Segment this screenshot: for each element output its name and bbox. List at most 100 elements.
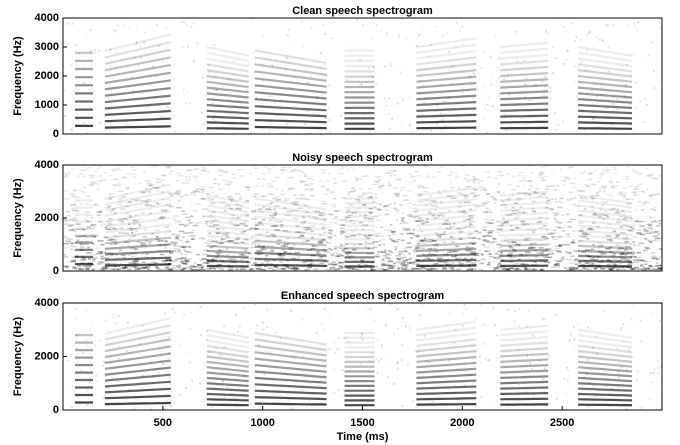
noise-speckle (472, 195, 477, 198)
noise-speckle (71, 219, 78, 222)
noise-speckle (320, 263, 324, 265)
harmonic (416, 56, 477, 66)
noise-speckle (489, 260, 494, 263)
speckle (103, 115, 106, 118)
harmonic (500, 358, 549, 363)
noise-speckle (425, 221, 429, 223)
noise-speckle (179, 195, 184, 198)
noise-speckle (545, 217, 550, 220)
noise-speckle (281, 166, 288, 169)
noise-speckle (275, 188, 278, 190)
noise-speckle (468, 215, 474, 217)
noise-speckle (387, 184, 392, 187)
noise-speckle (407, 246, 413, 249)
noise-speckle (97, 211, 102, 213)
noise-speckle (523, 263, 529, 266)
speckle (149, 407, 152, 410)
noise-speckle (397, 258, 401, 261)
noise-speckle (271, 235, 277, 237)
noise-speckle (458, 211, 464, 213)
noise-speckle (167, 268, 173, 271)
noise-speckle (592, 256, 597, 258)
noise-speckle (352, 267, 356, 269)
noise-speckle (223, 183, 230, 185)
noise-speckle (350, 234, 357, 237)
speckle (69, 128, 72, 131)
noise-speckle (396, 257, 402, 260)
noise-speckle (208, 232, 212, 235)
speckle (343, 391, 346, 394)
noise-speckle (513, 217, 517, 220)
speckle (301, 355, 304, 358)
harmonic (577, 86, 633, 94)
noise-speckle (204, 223, 208, 225)
speckle (204, 94, 207, 97)
noise-speckle (625, 225, 629, 228)
harmonic (254, 70, 327, 82)
noise-speckle (422, 247, 426, 250)
noise-speckle (378, 185, 385, 188)
noise-speckle (199, 268, 202, 271)
noise-speckle (276, 239, 282, 242)
noise-speckle (69, 242, 73, 244)
harmonic (254, 112, 327, 118)
noise-speckle (389, 238, 393, 240)
noise-speckle (589, 258, 594, 261)
speckle (169, 383, 172, 386)
speckle (207, 63, 210, 66)
noise-speckle (73, 249, 77, 252)
noise-speckle (402, 259, 409, 262)
noise-speckle (256, 178, 260, 180)
speckle (408, 96, 411, 99)
noise-speckle (177, 199, 181, 202)
noise-speckle (300, 222, 306, 224)
noise-speckle (148, 212, 153, 215)
noise-speckle (395, 262, 401, 264)
noise-speckle (401, 251, 404, 253)
speckle (569, 333, 572, 336)
speckle (158, 44, 161, 47)
speckle (211, 102, 214, 105)
speckle (125, 124, 128, 127)
harmonic (206, 360, 249, 368)
noise-speckle (473, 252, 480, 255)
noise-speckle (333, 251, 338, 254)
speckle (142, 324, 145, 327)
noise-speckle (69, 218, 75, 221)
noise-speckle (243, 238, 248, 241)
speckle (122, 23, 125, 26)
noise-speckle (424, 267, 427, 270)
speckle (611, 123, 614, 126)
speckle (129, 124, 132, 127)
noise-speckle (434, 250, 439, 252)
noise-speckle (441, 166, 444, 168)
noise-speckle (470, 262, 477, 264)
harmonic (254, 209, 327, 221)
noise-speckle (244, 254, 248, 257)
noise-speckle (239, 195, 243, 198)
noise-speckle (369, 212, 373, 215)
noise-speckle (209, 202, 216, 205)
noise-speckle (516, 197, 523, 200)
noise-speckle (322, 226, 329, 229)
noise-speckle (260, 195, 266, 198)
noise-speckle (281, 268, 285, 270)
noise-speckle (113, 242, 117, 245)
noise-speckle (123, 232, 129, 235)
noise-speckle (459, 263, 464, 265)
noise-speckle (417, 193, 423, 195)
noise-speckle (263, 166, 267, 168)
noise-speckle (273, 205, 280, 207)
harmonic (578, 234, 633, 241)
noise-speckle (393, 169, 397, 172)
noise-speckle (479, 189, 485, 192)
noise-speckle (478, 179, 484, 182)
noise-speckle (500, 251, 503, 254)
noise-speckle (323, 218, 327, 220)
speckle (133, 56, 136, 59)
noise-speckle (317, 240, 323, 243)
noise-speckle (325, 193, 328, 196)
noise-speckle (633, 193, 640, 196)
noise-speckle (218, 249, 221, 251)
speckle (377, 360, 380, 363)
